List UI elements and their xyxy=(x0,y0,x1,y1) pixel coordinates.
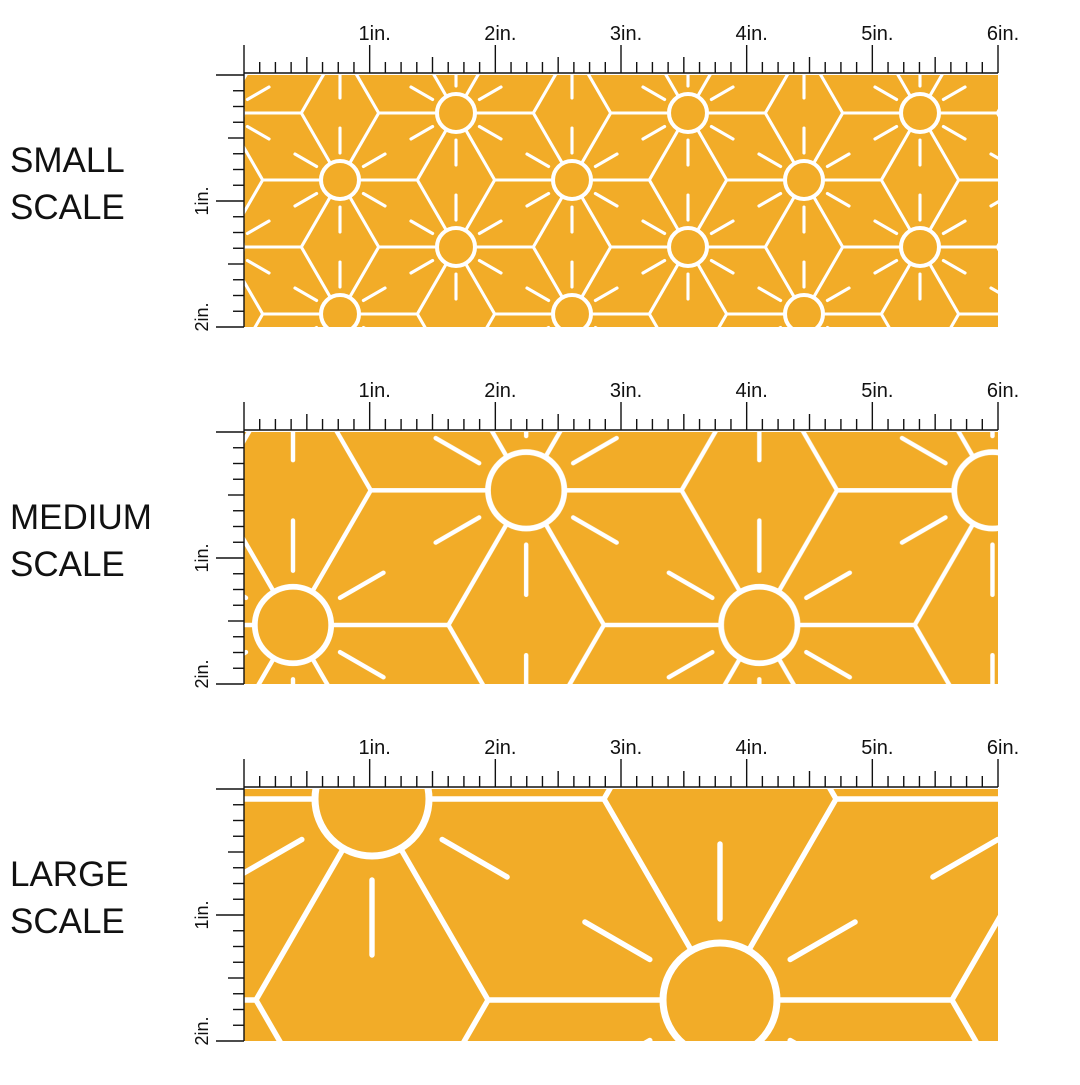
ruler-label: 4in. xyxy=(736,23,768,45)
scale-label: SCALE xyxy=(10,188,125,227)
ruler-label: 3in. xyxy=(610,23,642,45)
fabric-swatch xyxy=(244,75,998,327)
ruler-label: 3in. xyxy=(610,380,642,402)
ruler-label: 4in. xyxy=(736,737,768,759)
ruler-label: 1in. xyxy=(359,737,391,759)
ruler-top xyxy=(243,402,999,431)
scale-label: MEDIUM xyxy=(10,498,152,537)
ruler-label: 2in. xyxy=(484,23,516,45)
ruler-label: 2in. xyxy=(192,659,212,688)
ruler-top xyxy=(243,45,999,74)
scale-panel: LARGE SCALE 1in. 2in. 3in. 4in. 5in. 6in. 1in. 2i… xyxy=(10,737,1019,1046)
ruler-left xyxy=(216,787,245,1042)
ruler-left xyxy=(216,73,245,328)
ruler-label: 1in. xyxy=(359,380,391,402)
ruler-label: 5in. xyxy=(861,23,893,45)
ruler-label: 1in. xyxy=(192,186,212,215)
ruler-label: 5in. xyxy=(861,737,893,759)
ruler-label: 2in. xyxy=(484,737,516,759)
ruler-label: 3in. xyxy=(610,737,642,759)
ruler-label: 2in. xyxy=(192,302,212,331)
ruler-label: 4in. xyxy=(736,380,768,402)
scale-panel: MEDIUM SCALE 1in. 2in. 3in. 4in. 5in. 6in. 1in. 2… xyxy=(10,380,1019,689)
scale-label: SCALE xyxy=(10,545,125,584)
ruler-left xyxy=(216,430,245,685)
ruler-label: 2in. xyxy=(484,380,516,402)
ruler-label: 1in. xyxy=(192,900,212,929)
ruler-label: 2in. xyxy=(192,1016,212,1045)
scale-label: SMALL xyxy=(10,141,125,180)
ruler-label: 5in. xyxy=(861,380,893,402)
fabric-swatch xyxy=(244,789,998,1041)
scale-label: LARGE xyxy=(10,855,129,894)
ruler-label: 6in. xyxy=(987,737,1019,759)
scale-panel: SMALL SCALE 1in. 2in. 3in. 4in. 5in. 6in. 1in. 2i… xyxy=(10,23,1019,332)
ruler-label: 6in. xyxy=(987,23,1019,45)
ruler-label: 1in. xyxy=(192,543,212,572)
ruler-label: 1in. xyxy=(359,23,391,45)
ruler-top xyxy=(243,759,999,788)
scale-label: SCALE xyxy=(10,902,125,941)
fabric-swatch xyxy=(244,432,998,684)
ruler-label: 6in. xyxy=(987,380,1019,402)
